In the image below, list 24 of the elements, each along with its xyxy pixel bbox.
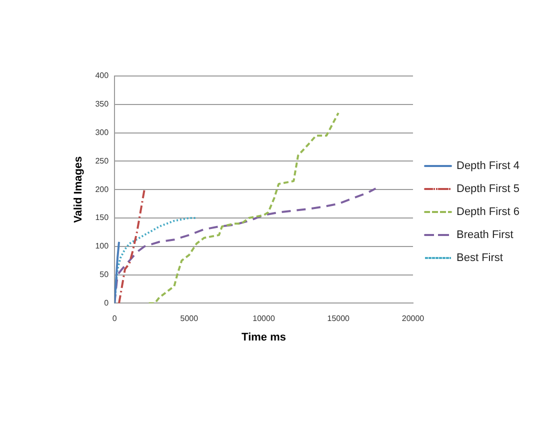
x-tick-label: 0 (112, 314, 118, 324)
legend-label: Depth First 6 (456, 206, 520, 218)
y-tick-label: 100 (95, 242, 110, 251)
legend-label: Breath First (456, 229, 514, 242)
x-axis-title: Time ms (242, 331, 286, 344)
y-tick-label: 350 (95, 100, 110, 109)
line-series (118, 188, 146, 304)
line-series (148, 112, 340, 304)
y-tick-label: 50 (100, 270, 110, 280)
line-series (114, 187, 377, 304)
legend-label: Best First (456, 252, 503, 264)
y-axis-title: Valid Images (72, 156, 85, 223)
y-tick-label: 400 (95, 71, 110, 80)
y-tick-label: 150 (95, 213, 110, 222)
y-tick-label: 200 (95, 184, 110, 194)
y-tick-label: 300 (95, 128, 110, 138)
x-tick-label: 15000 (327, 314, 350, 324)
y-tick-label: 0 (104, 298, 110, 308)
x-tick-label: 10000 (252, 314, 276, 324)
x-tick-label: 5000 (180, 314, 199, 324)
legend-label: Depth First 4 (456, 160, 520, 172)
x-tick-label: 20000 (402, 314, 425, 324)
y-tick-label: 250 (95, 156, 110, 166)
legend-label: Depth First 5 (456, 183, 520, 196)
